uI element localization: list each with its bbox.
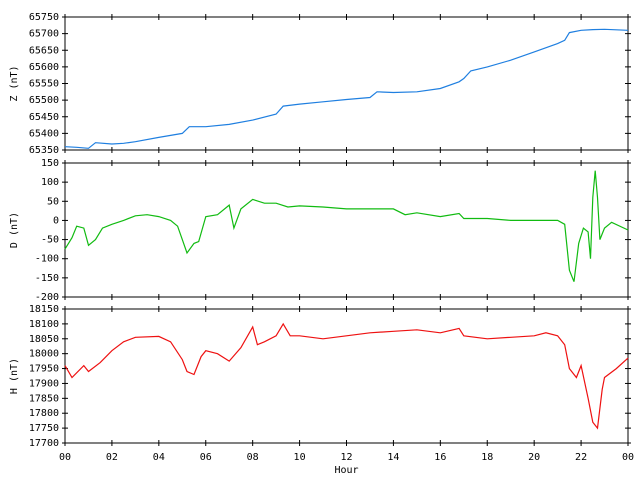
x-tick-label: 08 <box>247 452 259 463</box>
panel-frame <box>64 16 629 151</box>
x-tick-label: 20 <box>528 452 540 463</box>
x-tick-label: 14 <box>387 452 399 463</box>
x-tick-label: 00 <box>59 452 71 463</box>
y-tick-label: 65450 <box>29 112 59 123</box>
x-axis-label: Hour <box>334 465 358 476</box>
data-line <box>64 322 629 430</box>
y-tick-label: 100 <box>41 177 59 188</box>
y-tick-label: 17950 <box>29 364 59 375</box>
y-tick-label: 50 <box>47 196 59 207</box>
y-axis-label: H (nT) <box>9 358 20 394</box>
x-tick-label: 04 <box>153 452 165 463</box>
y-tick-label: 18050 <box>29 334 59 345</box>
y-tick-label: -50 <box>41 235 59 246</box>
data-line <box>64 170 629 282</box>
x-tick-label: 00 <box>622 452 634 463</box>
panel-frame <box>64 162 629 298</box>
y-tick-label: 17900 <box>29 378 59 389</box>
y-axis-label: Z (nT) <box>9 65 20 101</box>
y-tick-label: 18100 <box>29 319 59 330</box>
x-tick-label: 02 <box>106 452 118 463</box>
y-tick-label: 17750 <box>29 423 59 434</box>
y-tick-label: -100 <box>35 254 59 265</box>
y-tick-label: 150 <box>41 158 59 169</box>
x-tick-label: 12 <box>340 452 352 463</box>
y-tick-label: 65500 <box>29 95 59 106</box>
y-tick-label: -200 <box>35 292 59 303</box>
panel-frame <box>64 308 629 444</box>
y-tick-label: 65600 <box>29 62 59 73</box>
y-tick-label: 17800 <box>29 408 59 419</box>
y-tick-label: 65700 <box>29 29 59 40</box>
y-tick-label: 65650 <box>29 45 59 56</box>
y-axis-label: D (nT) <box>9 212 20 248</box>
x-tick-label: 16 <box>434 452 446 463</box>
x-tick-label: 18 <box>481 452 493 463</box>
y-tick-label: 65550 <box>29 79 59 90</box>
y-tick-label: 65750 <box>29 12 59 23</box>
y-tick-label: 0 <box>53 215 59 226</box>
x-tick-label: 10 <box>294 452 306 463</box>
y-tick-label: 18000 <box>29 349 59 360</box>
y-tick-label: 18150 <box>29 304 59 315</box>
y-tick-label: 65350 <box>29 145 59 156</box>
y-tick-label: 17850 <box>29 393 59 404</box>
x-tick-label: 06 <box>200 452 212 463</box>
y-tick-label: -150 <box>35 273 59 284</box>
data-line <box>64 28 629 149</box>
x-tick-label: 22 <box>575 452 587 463</box>
y-tick-label: 65400 <box>29 128 59 139</box>
y-tick-label: 17700 <box>29 438 59 449</box>
